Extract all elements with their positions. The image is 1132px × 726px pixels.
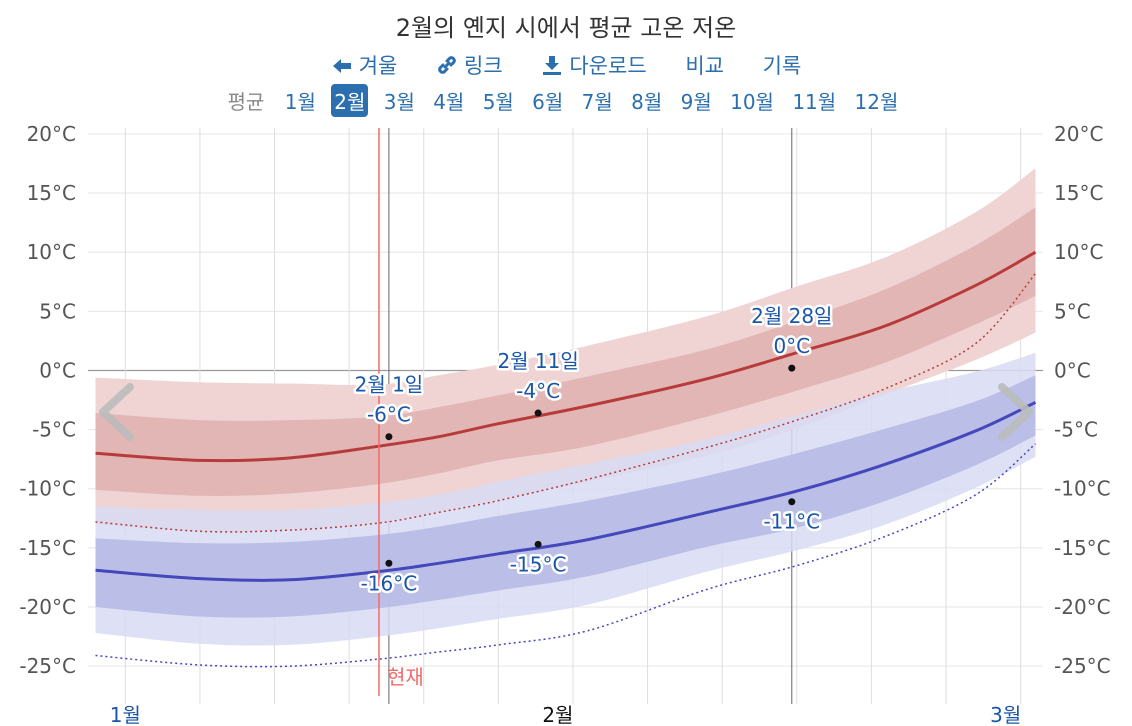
annotation-value: -16°C — [361, 571, 418, 595]
now-label: 현재 — [387, 665, 424, 689]
nav-link-label: 링크 — [464, 54, 503, 78]
y-tick-label-left: -5°C — [32, 418, 76, 442]
y-tick-label-left: 0°C — [39, 358, 76, 382]
annotation-date: 2월 1일 — [355, 373, 424, 397]
data-point — [534, 540, 542, 548]
annotation-value: 0°C — [773, 334, 810, 358]
average-label: 평균 — [227, 90, 265, 114]
arrow-left-icon — [332, 59, 351, 73]
data-point — [534, 409, 542, 417]
high-dotted-line — [95, 273, 1037, 533]
month-selector: 평균 1월 2월 3월 4월 5월 6월 7월 8월 9월 10월 11월 12… — [0, 84, 1132, 117]
y-tick-label-right: -5°C — [1054, 418, 1098, 442]
axis-ticks: 20°C 20°C 15°C 15°C 10°C 10°C 5°C 5°C 0°C 0°C -5°C… — [19, 122, 1110, 726]
chevron-right-icon[interactable] — [998, 383, 1033, 441]
month-tab-12[interactable]: 12월 — [854, 90, 899, 114]
annotation-value: -6°C — [367, 403, 411, 427]
y-tick-label-left: -25°C — [19, 654, 76, 678]
high-mean-line — [95, 250, 1037, 463]
y-tick-label-right: -25°C — [1054, 654, 1111, 678]
annotation-value: -4°C — [516, 379, 560, 403]
y-tick-label-left: 10°C — [27, 240, 76, 264]
annotation-date: 2월 11일 — [497, 349, 578, 373]
month-tab-3[interactable]: 3월 — [383, 90, 415, 114]
y-tick-label-left: 5°C — [39, 299, 76, 323]
chart-title: 2월의 옌지 시에서 평균 고온 저온 — [395, 14, 737, 42]
annotation-date: 2월 28일 — [751, 304, 832, 328]
nav-records-button[interactable]: 기록 — [762, 54, 802, 78]
month-tab-5[interactable]: 5월 — [482, 90, 514, 114]
data-point — [385, 559, 393, 567]
x-tick-label: 3월 — [990, 703, 1021, 726]
nav-link-button[interactable]: 링크 — [436, 50, 503, 80]
y-tick-label-left: -10°C — [19, 477, 76, 501]
series-lines: 현재 — [95, 128, 1037, 696]
bands — [95, 168, 1036, 646]
annotation-value: -11°C — [763, 510, 820, 534]
nav-download-button[interactable]: 다운로드 — [541, 50, 647, 80]
month-tab-8[interactable]: 8월 — [631, 90, 663, 114]
y-tick-label-right: -10°C — [1054, 477, 1111, 501]
chevron-left-icon[interactable] — [99, 383, 134, 441]
y-tick-label-right: 0°C — [1054, 358, 1091, 382]
month-tab-2[interactable]: 2월 — [331, 84, 369, 117]
link-icon — [438, 56, 456, 74]
high-band-inner — [95, 207, 1036, 496]
y-tick-label-right: 10°C — [1054, 240, 1103, 264]
data-point — [788, 498, 796, 506]
nav-compare-button[interactable]: 비교 — [685, 54, 724, 78]
y-tick-label-right: -20°C — [1054, 595, 1111, 619]
month-tab-1[interactable]: 1월 — [284, 90, 316, 114]
pager-arrows — [99, 383, 1033, 441]
y-tick-label-right: 20°C — [1054, 122, 1103, 146]
y-tick-label-right: -15°C — [1054, 536, 1111, 560]
month-tab-6[interactable]: 6월 — [532, 90, 564, 114]
x-tick-label: 2월 — [542, 703, 573, 726]
download-icon — [543, 56, 562, 75]
month-tab-10[interactable]: 10월 — [730, 90, 774, 114]
annotation-value: -15°C — [510, 552, 567, 576]
low-mean-line — [95, 401, 1037, 582]
month-tab-11[interactable]: 11월 — [792, 90, 837, 114]
low-dotted-line — [95, 443, 1036, 668]
x-tick-label: 1월 — [110, 703, 141, 726]
y-tick-label-right: 5°C — [1054, 299, 1091, 323]
y-tick-label-left: -15°C — [19, 536, 76, 560]
y-tick-label-left: 15°C — [27, 181, 76, 205]
y-tick-label-left: -20°C — [19, 595, 76, 619]
data-point — [788, 364, 796, 372]
nav-download-label: 다운로드 — [569, 54, 647, 78]
data-point — [385, 433, 393, 441]
y-tick-label-left: 20°C — [27, 122, 76, 146]
month-tab-7[interactable]: 7월 — [581, 90, 613, 114]
nav-winter-button[interactable]: 겨울 — [331, 50, 398, 80]
nav-bar: 겨울 링크 다운로드 비교 기록 — [0, 50, 1132, 80]
y-tick-label-right: 15°C — [1054, 181, 1103, 205]
low-band-inner — [95, 375, 1036, 618]
month-tab-9[interactable]: 9월 — [680, 90, 712, 114]
month-tab-4[interactable]: 4월 — [433, 90, 465, 114]
nav-winter-label: 겨울 — [358, 54, 398, 78]
annotations: 2월 1일 -6°C 2월 11일 -4°C 2월 28일 0°C -16°C -15°C -1… — [352, 302, 835, 598]
